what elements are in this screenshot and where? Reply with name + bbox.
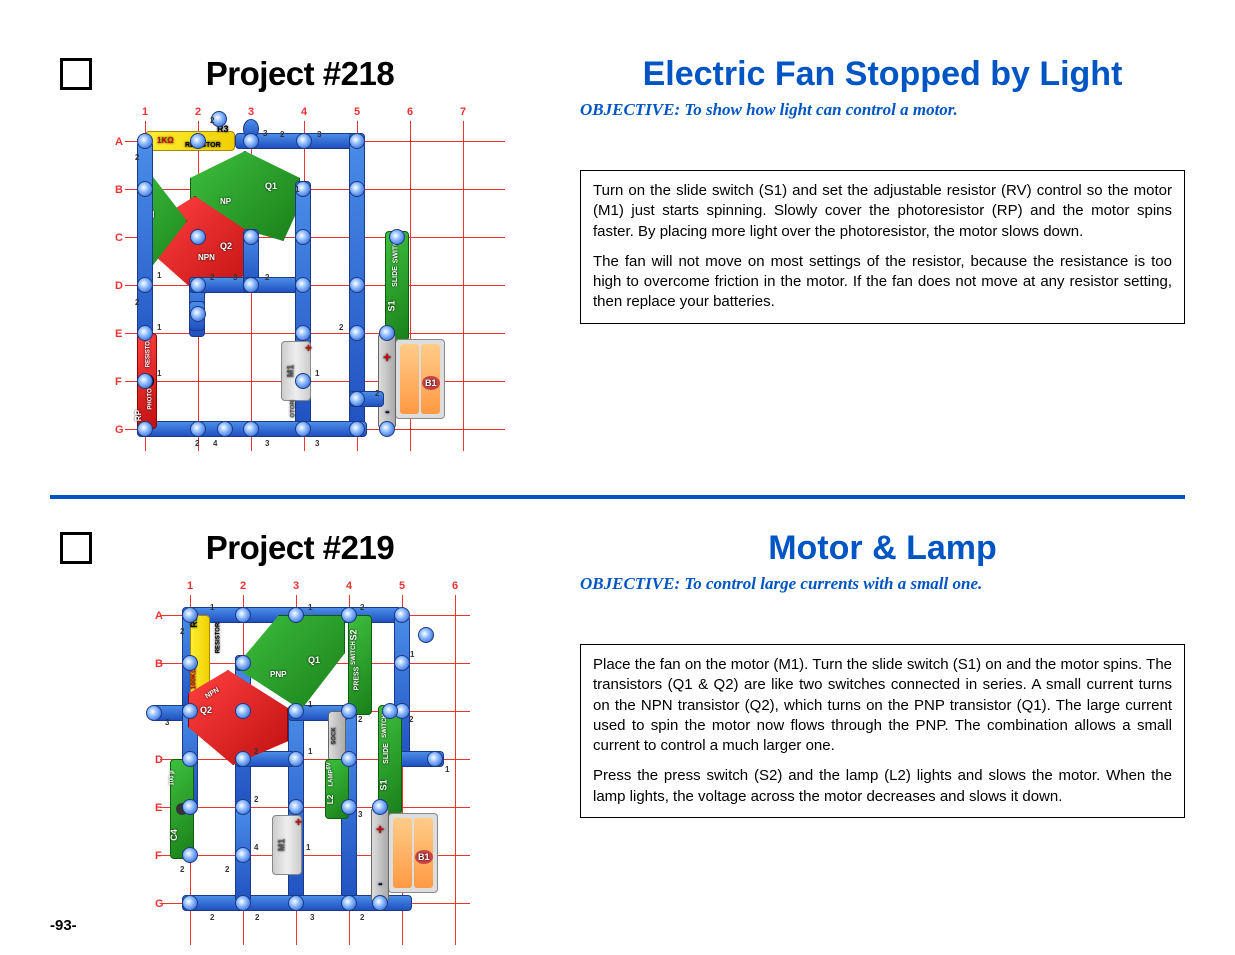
right-column-219: Motor & Lamp OBJECTIVE: To control large… — [580, 529, 1185, 818]
page-number: -93- — [50, 917, 77, 934]
project-header-219: Project #219 — [50, 529, 550, 567]
checkbox-218[interactable] — [60, 58, 92, 90]
c219-2: 2 — [240, 580, 246, 592]
objective-218: OBJECTIVE: To show how light can control… — [580, 100, 1185, 120]
b1-219-plus: + — [376, 821, 384, 837]
s1-label: S1 — [387, 300, 397, 311]
r3-1k: 1KΩ — [157, 136, 174, 145]
col-4: 4 — [301, 106, 307, 118]
row-E: E — [115, 328, 122, 340]
row-D: D — [115, 280, 123, 292]
c4-100: 100 µ — [170, 770, 176, 785]
s1-219-label: S1 — [379, 779, 389, 790]
l2-label: L2 — [326, 795, 335, 804]
s2-label: S2 — [349, 629, 359, 640]
b1-minus: - — [385, 403, 390, 419]
m1-motor: OTOR — [291, 400, 297, 417]
m1-219-plus: + — [295, 815, 302, 829]
r219-D: D — [155, 754, 163, 766]
col-3: 3 — [248, 106, 254, 118]
project-number-218: Project #218 — [206, 55, 394, 93]
p219-1: Place the fan on the motor (M1). Turn th… — [593, 655, 1172, 756]
rp-photo: PHOTO — [148, 388, 154, 409]
s2-press: PRESS — [353, 667, 360, 691]
r219-B: B — [155, 658, 163, 670]
c219-4: 4 — [346, 580, 352, 592]
l2-sock: SOCK — [332, 727, 338, 744]
project-number-219: Project #219 — [206, 529, 394, 567]
rp-label: RP — [134, 410, 143, 421]
description-219: Place the fan on the motor (M1). Turn th… — [580, 644, 1185, 818]
left-column-219: Project #219 1 2 — [50, 529, 550, 955]
q1-219-pnp: PNP — [270, 670, 286, 679]
section-divider — [50, 495, 1185, 499]
b1-plus: + — [383, 349, 391, 365]
c219-1: 1 — [187, 580, 193, 592]
row-B: B — [115, 184, 123, 196]
project-header-218: Project #218 — [50, 55, 550, 93]
m1-219-label: M1 — [276, 839, 286, 852]
r219-G: G — [155, 898, 164, 910]
col-7: 7 — [460, 106, 466, 118]
c4-label: C4 — [169, 829, 179, 841]
rp-resistor: RESISTOR — [145, 337, 151, 368]
circuit-diagram-219: 1 2 3 4 5 6 A B C D E F G — [110, 575, 490, 955]
q2-label: Q2 — [220, 241, 232, 251]
m1-plus: + — [305, 341, 312, 355]
row-A: A — [115, 136, 123, 148]
col-2: 2 — [195, 106, 201, 118]
col-1: 1 — [142, 106, 148, 118]
r5-resistor: RESISTOR — [215, 623, 221, 654]
c219-6: 6 — [452, 580, 458, 592]
project-218: Project #218 1 — [50, 55, 1185, 461]
s1-slide: SLIDE — [392, 266, 399, 287]
r219-F: F — [155, 850, 162, 862]
circuit-diagram-218: 1 2 3 4 5 6 7 A B C D E F G R3 1KΩ RESIS… — [85, 101, 515, 461]
main-title-218: Electric Fan Stopped by Light — [580, 55, 1185, 94]
b1-label: B1 — [422, 376, 440, 390]
s1-219-slide: SLIDE — [383, 743, 390, 764]
q1-219-label: Q1 — [308, 655, 320, 665]
b1-219-label: B1 — [415, 850, 433, 864]
l2-6v: 6V — [327, 762, 333, 769]
objective-219: OBJECTIVE: To control large currents wit… — [580, 574, 1185, 594]
col-5: 5 — [354, 106, 360, 118]
project-219: Project #219 1 2 — [50, 529, 1185, 955]
right-column-218: Electric Fan Stopped by Light OBJECTIVE:… — [580, 55, 1185, 324]
c219-5: 5 — [399, 580, 405, 592]
row-C: C — [115, 232, 123, 244]
q2-npn: NPN — [198, 253, 215, 262]
r219-E: E — [155, 802, 162, 814]
left-column-218: Project #218 1 — [50, 55, 550, 461]
row-F: F — [115, 376, 122, 388]
checkbox-219[interactable] — [60, 532, 92, 564]
p219-2: Press the press switch (S2) and the lamp… — [593, 766, 1172, 807]
s2-switch: SWITCH — [351, 641, 357, 665]
main-title-219: Motor & Lamp — [580, 529, 1185, 568]
b1-219-minus: - — [378, 875, 383, 891]
q1-label: Q1 — [265, 181, 277, 191]
q2-219-label: Q2 — [200, 705, 212, 715]
r219-A: A — [155, 610, 163, 622]
row-G: G — [115, 424, 124, 436]
col-6: 6 — [407, 106, 413, 118]
c219-3: 3 — [293, 580, 299, 592]
l2-lamp: LAMP — [329, 770, 335, 787]
q1-np: NP — [220, 197, 231, 206]
description-218: Turn on the slide switch (S1) and set th… — [580, 170, 1185, 324]
page: Project #218 1 — [50, 55, 1185, 955]
m1-label: M1 — [285, 365, 295, 378]
p218-2: The fan will not move on most settings o… — [593, 252, 1172, 313]
p218-1: Turn on the slide switch (S1) and set th… — [593, 181, 1172, 242]
